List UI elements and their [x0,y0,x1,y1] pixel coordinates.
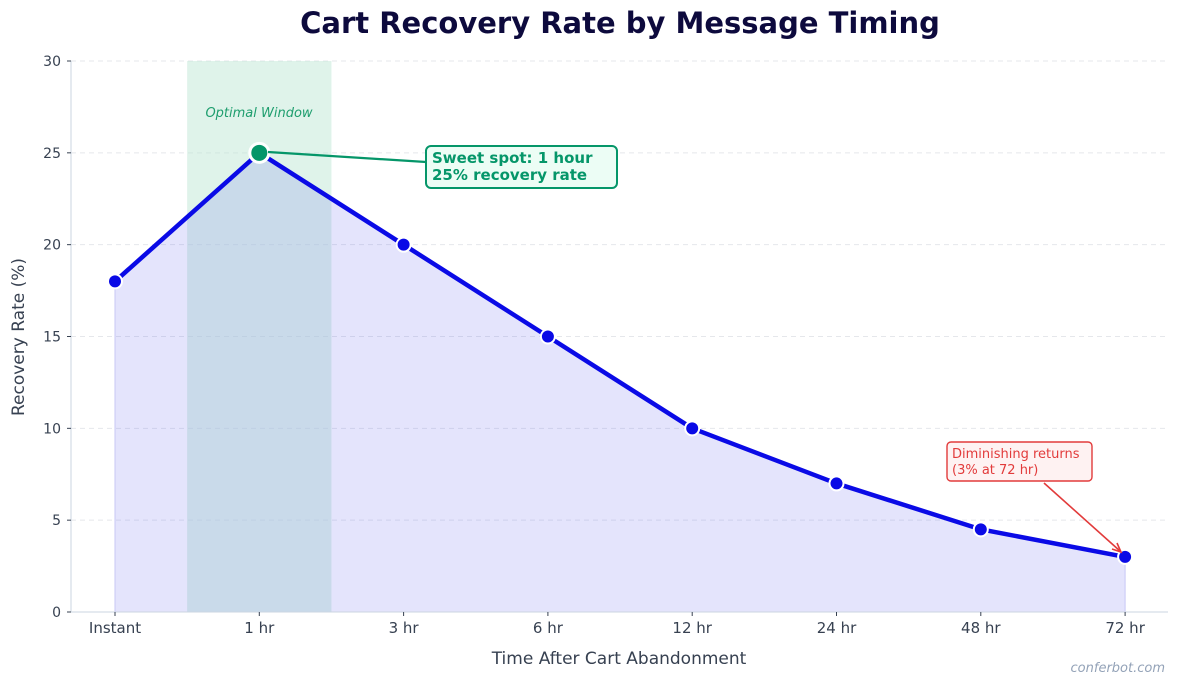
x-tick-label: 24 hr [817,619,857,637]
data-line [113,150,1126,560]
data-point [107,273,123,290]
sweet-spot-box [425,145,618,189]
x-tick-label: 48 hr [961,619,1001,637]
y-tick-label: 0 [52,605,61,621]
diminishing-line1: Diminishing returns [952,447,1080,462]
data-point [828,475,845,492]
data-point [1117,548,1134,565]
x-tick-label: 3 hr [389,619,420,637]
y-tick-label: 5 [52,513,61,529]
sweet-spot-line1: Sweet spot: 1 hour [432,149,593,167]
y-tick-labels: 0 5 10 15 20 25 30 [43,54,71,621]
sweet-spot-line2: 25% recovery rate [432,166,587,184]
y-tick-label: 25 [43,146,61,162]
data-points [107,141,1134,565]
diminishing-arrow [1043,482,1121,552]
chart-title: Cart Recovery Rate by Message Timing [300,6,940,40]
x-axis-label: Time After Cart Abandonment [491,649,747,669]
sweet-spot-arrow [267,150,427,164]
x-tick-label: 6 hr [533,619,564,637]
data-point [972,521,989,538]
data-point [395,236,412,253]
x-tick-label: 12 hr [672,619,712,637]
data-point [539,328,556,345]
optimal-window-label: Optimal Window [205,106,312,121]
highlight-point [248,141,271,164]
y-tick-label: 10 [43,421,61,437]
y-tick-label: 20 [43,238,61,254]
y-axis-label: Recovery Rate (%) [9,258,29,416]
watermark: conferbot.com [1071,661,1165,676]
x-tick-label: 1 hr [244,619,275,637]
data-point [684,420,701,437]
x-tick-labels: Instant 1 hr 3 hr 6 hr 12 hr 24 hr 48 hr 72 hr [89,612,1146,637]
y-tick-label: 30 [43,54,61,70]
y-tick-label: 15 [43,330,61,346]
diminishing-line2: (3% at 72 hr) [952,463,1038,478]
x-tick-label: 72 hr [1105,619,1145,637]
diminishing-box [946,441,1093,482]
x-tick-label: Instant [89,619,141,637]
diminishing-arrowhead-icon [1111,542,1123,554]
